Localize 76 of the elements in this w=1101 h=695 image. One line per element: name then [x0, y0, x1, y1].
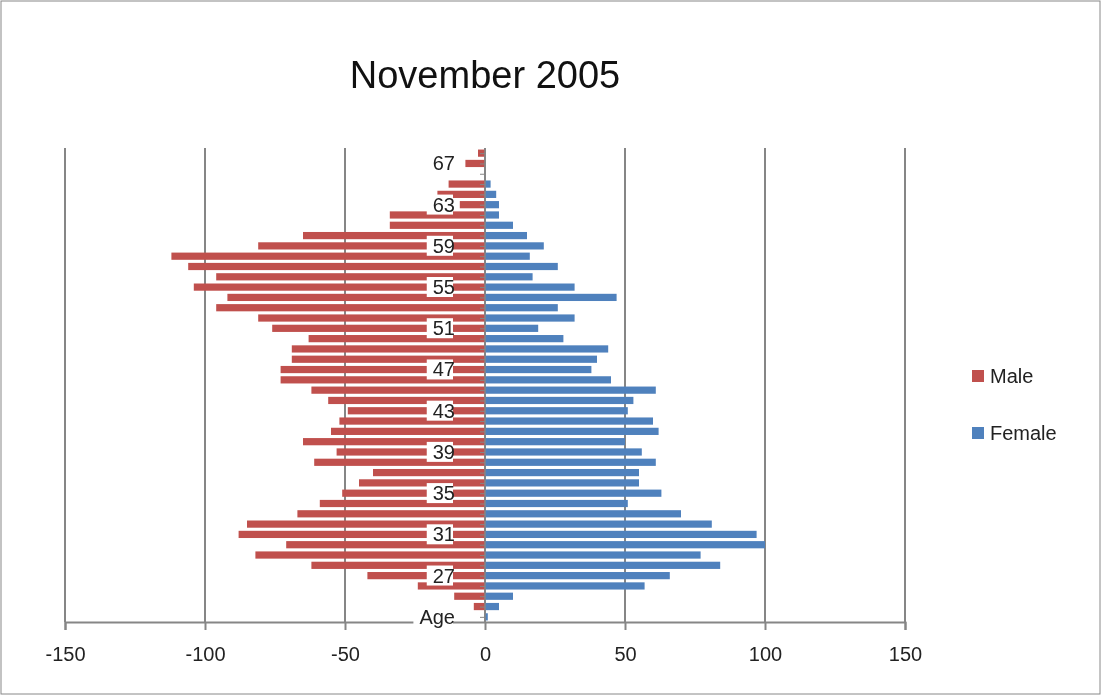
y-tick-label: 67	[432, 152, 455, 175]
bar	[485, 427, 659, 435]
bar	[485, 335, 564, 343]
bar	[485, 561, 721, 569]
bar	[485, 355, 597, 363]
bar	[485, 468, 639, 477]
bar	[227, 293, 485, 302]
bar	[485, 180, 491, 188]
y-tick-label: 47	[432, 358, 455, 381]
bar	[485, 201, 499, 209]
bar	[459, 201, 485, 209]
bar	[485, 221, 513, 229]
x-tick-label: -100	[185, 643, 226, 665]
bar	[485, 510, 681, 518]
x-tick-label: -150	[45, 643, 86, 665]
bar	[485, 324, 539, 332]
x-tick-label: 0	[479, 643, 492, 665]
bar	[485, 345, 609, 353]
bar	[485, 386, 656, 394]
x-tick-label: -50	[331, 643, 360, 665]
legend-label: Female	[990, 422, 1057, 444]
y-tick-label: 27	[432, 564, 455, 587]
bar	[454, 592, 485, 600]
bar	[331, 427, 485, 435]
y-tick-label: 59	[432, 234, 455, 257]
bar	[485, 582, 645, 590]
y-tick-label: 31	[432, 523, 455, 546]
bar	[485, 417, 653, 425]
bar	[485, 242, 544, 250]
y-tick-label: 51	[432, 317, 455, 340]
bar	[485, 211, 499, 219]
bar	[485, 252, 530, 260]
bar	[389, 221, 485, 229]
bar	[485, 231, 527, 240]
bar	[485, 283, 575, 291]
y-tick-label: 35	[432, 482, 455, 505]
bar	[485, 530, 757, 539]
bar	[485, 541, 765, 549]
bar	[485, 438, 625, 446]
bar	[297, 510, 485, 518]
bar	[485, 273, 533, 281]
y-tick-label: Age	[419, 605, 455, 628]
y-tick-label: 55	[432, 276, 455, 299]
bar	[188, 262, 485, 271]
bar	[485, 304, 558, 312]
bar	[311, 386, 485, 394]
bar	[485, 314, 575, 322]
bar	[485, 499, 628, 508]
bar	[485, 602, 499, 611]
bar	[485, 489, 662, 497]
x-tick-label: 100	[748, 643, 783, 665]
bar	[485, 592, 513, 600]
bar	[485, 376, 611, 384]
y-tick-label: 63	[432, 193, 455, 216]
bar	[373, 468, 485, 477]
bar	[485, 572, 670, 580]
x-tick-label: 50	[614, 643, 637, 665]
bar	[485, 262, 558, 271]
bar	[216, 304, 485, 312]
y-tick-label: 39	[432, 440, 455, 463]
bar	[485, 479, 639, 487]
bar	[485, 293, 617, 302]
bar	[485, 520, 712, 528]
chart-title: November 2005	[349, 54, 621, 96]
bar	[485, 365, 592, 374]
bar	[485, 551, 701, 559]
bar	[485, 407, 628, 415]
bar	[485, 396, 634, 405]
bar	[448, 180, 485, 188]
y-tick-label: 43	[432, 399, 455, 422]
bar	[291, 345, 485, 353]
x-tick-label: 150	[888, 643, 923, 665]
bar	[485, 458, 656, 466]
bar	[255, 551, 485, 559]
bar	[485, 448, 642, 456]
legend-label: Male	[990, 365, 1034, 387]
